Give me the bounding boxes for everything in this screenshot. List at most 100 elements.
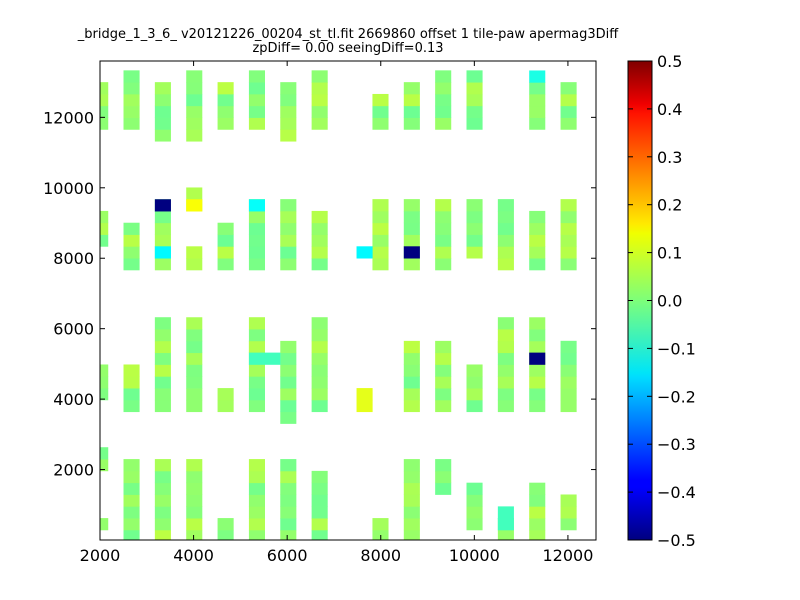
heatmap-cell [529,494,546,507]
heatmap-cell [100,364,109,377]
heatmap-cell [466,210,483,224]
colorbar-tick-label: 0.5 [657,52,682,71]
heatmap-cell [248,82,265,95]
heatmap-cell [186,376,203,389]
heatmap-cell [280,376,297,389]
heatmap-cell [248,234,265,247]
heatmap-cell [280,82,297,95]
heatmap-cell [123,234,140,247]
heatmap-cell [123,70,140,83]
heatmap-cell [435,117,452,130]
heatmap-cell [529,329,546,342]
heatmap-cell [435,459,452,472]
heatmap-cell [403,518,420,531]
heatmap-cell [280,352,297,365]
heatmap-cell [403,364,420,377]
heatmap-cell [248,529,265,540]
colorbar-tick-label: −0.3 [657,435,696,454]
heatmap-cell [497,340,514,354]
heatmap-cell [217,117,234,130]
heatmap-cell [280,388,297,401]
heatmap-cell [529,340,546,354]
heatmap-cell [154,364,171,377]
heatmap-cell-highlight [497,518,514,531]
heatmap-cell-highlight [154,246,171,259]
heatmap-cell [560,494,577,507]
heatmap-cell [154,117,171,130]
heatmap-cell [435,234,452,247]
heatmap-cell [248,117,265,130]
heatmap-cell [280,258,297,271]
heatmap-cell [217,399,234,413]
heatmap-cell [466,376,483,389]
heatmap-cell [154,329,171,342]
heatmap-cell [466,82,483,95]
heatmap-cell [529,364,546,377]
heatmap-cell [248,388,265,401]
heatmap-cell [311,470,328,484]
heatmap-cell [560,388,577,401]
y-tick-label: 8000 [53,249,94,268]
heatmap-cell [403,529,420,540]
heatmap-cell [280,199,297,212]
heatmap-cell [311,234,328,247]
heatmap-cell [186,506,203,519]
heatmap-cell [466,234,483,247]
heatmap-cell [123,388,140,401]
heatmap-cell [435,210,452,224]
heatmap-cell [248,210,265,224]
heatmap-cell [497,376,514,389]
heatmap-cell [435,105,452,118]
heatmap-cell [497,199,514,212]
heatmap-cell [248,364,265,377]
heatmap-cell [529,317,546,330]
heatmap-cell [372,210,389,224]
heatmap-cell [529,399,546,413]
heatmap-cell [123,506,140,519]
heatmap-cell [217,93,234,107]
heatmap-cell [100,234,109,247]
heatmap-cell [403,117,420,130]
y-tick-label: 6000 [53,320,94,339]
heatmap-cell [248,482,265,495]
heatmap-cell [154,376,171,389]
heatmap-cell [248,494,265,507]
heatmap-cell-highlight [529,352,546,365]
heatmap-cell [435,388,452,401]
heatmap-cell [497,258,514,271]
heatmap-cell [466,518,483,531]
heatmap-cell [466,364,483,377]
heatmap-cell [186,459,203,472]
heatmap-cell [248,70,265,83]
heatmap-cell [248,93,265,107]
heatmap-cell [123,246,140,259]
heatmap-cell [403,258,420,271]
chart-title-line-1: _bridge_1_3_6_ v20121226_00204_st_tl.fit… [77,27,619,42]
heatmap-cell [248,340,265,354]
heatmap-cell [154,210,171,224]
heatmap-cell [311,399,328,413]
heatmap-cell [529,93,546,107]
colorbar-tick-label: 0.3 [657,148,682,167]
heatmap-cell [560,234,577,247]
heatmap-cell [280,222,297,235]
heatmap-cell [466,70,483,83]
heatmap-cell [186,364,203,377]
heatmap-cell [466,246,483,259]
heatmap-cell [403,399,420,413]
heatmap-cell [248,399,265,413]
heatmap-cell [497,399,514,413]
y-tick-label: 12000 [43,108,94,127]
heatmap-cell [529,222,546,235]
heatmap-cell [154,258,171,271]
heatmap-cell [403,470,420,484]
heatmap-cell [466,117,483,130]
heatmap-cell [466,222,483,235]
heatmap-cell [100,93,109,107]
colorbar-tick-label: −0.1 [657,339,696,358]
heatmap-cell [466,506,483,519]
heatmap-cell [186,246,203,259]
heatmap-cell [403,494,420,507]
heatmap-cell [311,506,328,519]
